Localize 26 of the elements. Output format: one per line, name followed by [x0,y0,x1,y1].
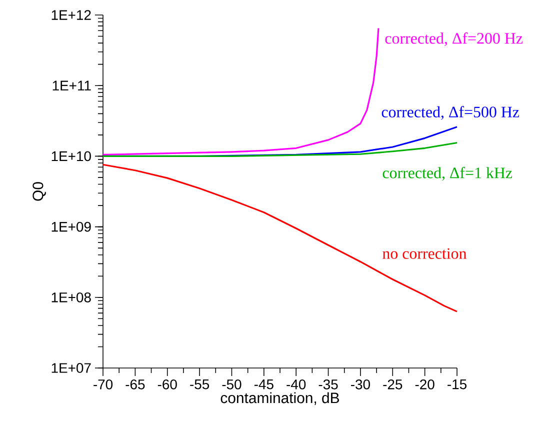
x-tick-label: -55 [190,379,210,390]
x-tick-label: -45 [254,379,274,390]
y-tick-label: 1E+11 [52,80,91,90]
series-label: corrected, Δf=500 Hz [382,106,520,120]
y-tick-label: 1E+09 [52,222,91,232]
line-series [102,27,380,156]
x-tick-label: -35 [318,379,338,390]
x-tick-label: -40 [286,379,306,390]
x-tick-label: -65 [126,379,145,390]
x-tick-label: -30 [351,379,370,390]
x-tick-label: -15 [448,379,466,390]
y-tick-label: 1E+08 [52,292,91,302]
x-tick-label: -60 [158,379,177,390]
series-label: corrected, Δf=1 kHz [382,166,512,181]
x-tick-label: -20 [415,379,434,390]
series-label: corrected, Δf=200 Hz [385,32,523,46]
x-tick-label: -25 [383,379,402,390]
series-label: no correction [382,248,467,259]
x-tick-label: -50 [222,379,242,390]
y-tick-label: 1E+10 [52,151,91,162]
line-series [102,142,458,157]
y-tick-label: 1E+07 [52,363,91,373]
x-tick-label: -70 [94,379,113,390]
y-tick-label: 1E+12 [52,10,91,20]
y-axis-title: Q0 [32,182,46,201]
x-axis-title: contamination, dB [220,392,339,405]
